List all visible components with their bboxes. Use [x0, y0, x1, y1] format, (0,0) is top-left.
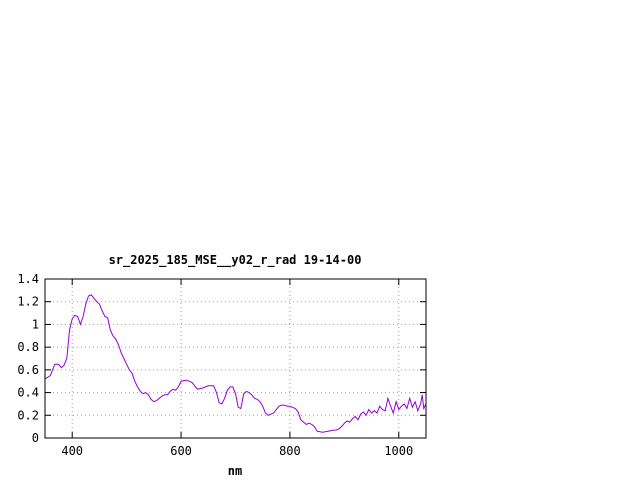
series-line	[44, 294, 427, 433]
x-tick-label: 1000	[384, 444, 413, 458]
y-tick-label: 0.4	[17, 386, 39, 400]
plot-border	[44, 278, 427, 439]
tick-labels: 0 0.2 0.4 0.6 0.8 1 1.2 1.4 400 600 800 1000	[17, 272, 413, 458]
y-tick-label: 1.4	[17, 272, 39, 286]
x-tick-label: 800	[279, 444, 301, 458]
x-tick-label: 600	[170, 444, 192, 458]
y-tick-label: 1	[32, 317, 39, 331]
y-tick-label: 0.8	[17, 340, 39, 354]
y-tick-label: 0.6	[17, 363, 39, 377]
x-tick-label: 400	[61, 444, 83, 458]
y-tick-label: 1.2	[17, 295, 39, 309]
x-axis-label: nm	[228, 464, 242, 478]
y-tick-label: 0.2	[17, 408, 39, 422]
series-group	[44, 294, 427, 433]
y-tick-label: 0	[32, 431, 39, 445]
axis-ticks	[45, 278, 426, 439]
chart-title: sr_2025_185_MSE__y02_r_rad 19-14-00	[109, 253, 362, 268]
grid	[45, 279, 426, 438]
